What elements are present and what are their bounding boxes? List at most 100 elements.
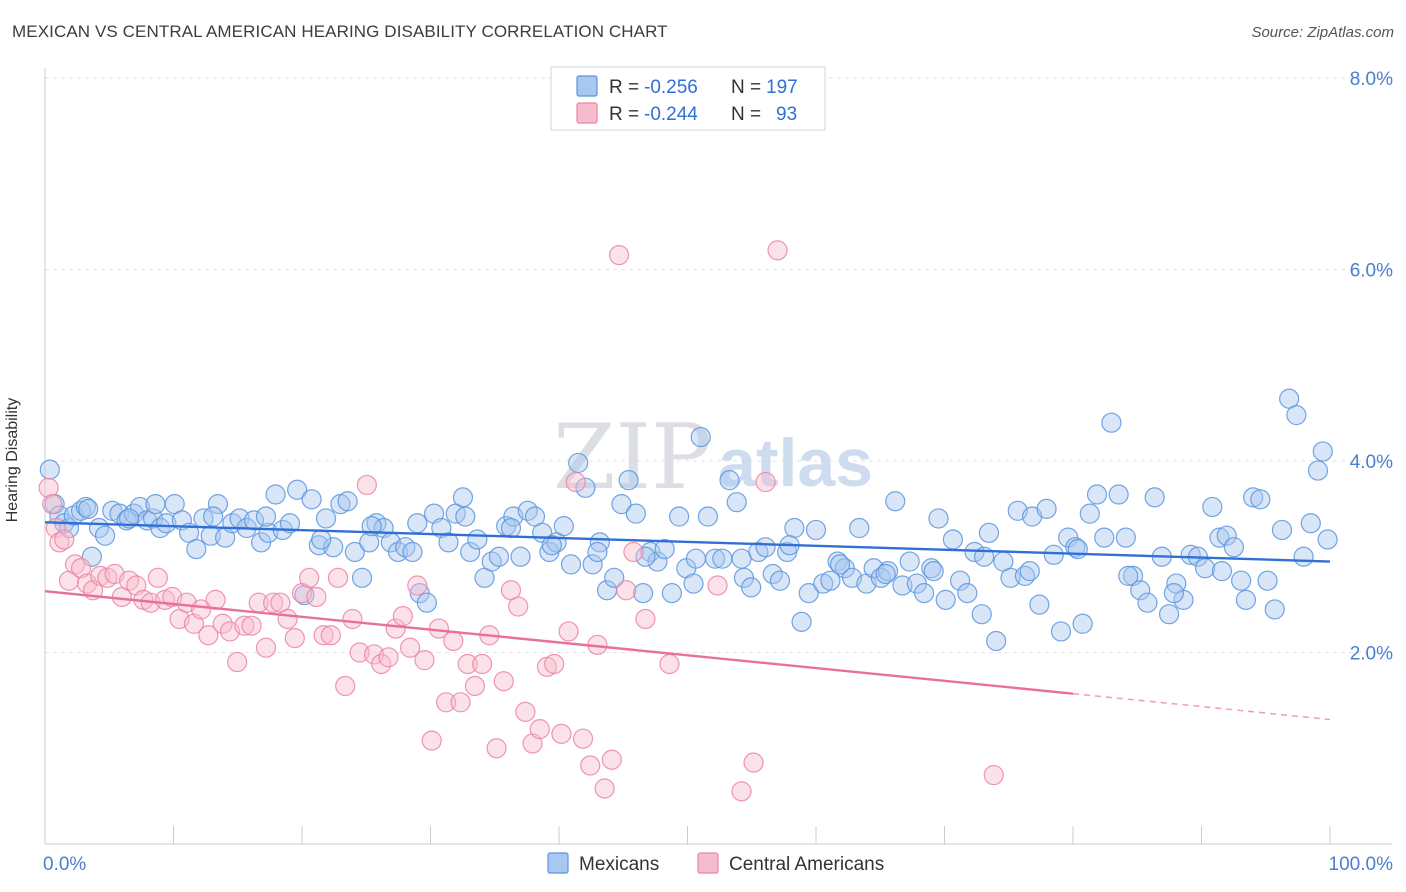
- mexicans-point: [1250, 489, 1271, 510]
- mexicans-point: [1036, 498, 1057, 519]
- mexicans-point: [1223, 537, 1245, 558]
- mexicans-point: [145, 493, 166, 515]
- central-americans-point: [342, 608, 363, 630]
- central-americans-point: [385, 618, 406, 639]
- mexicans-point: [1067, 538, 1088, 560]
- y-tick-label: 6.0%: [1350, 261, 1393, 282]
- mexicans-point: [690, 426, 711, 448]
- mexicans-point: [1271, 519, 1293, 541]
- mexicans-point: [885, 491, 906, 512]
- central-americans-point: [227, 651, 248, 673]
- mexicans-point: [510, 546, 531, 567]
- legend-r-value: -0.256: [644, 77, 698, 98]
- mexicans-point: [928, 508, 949, 529]
- mexicans-point: [1072, 613, 1093, 634]
- mexicans-point: [1094, 527, 1115, 548]
- legend-r-value: -0.244: [644, 104, 698, 125]
- central-americans-point: [38, 477, 59, 498]
- mexicans-point: [287, 479, 308, 500]
- central-americans-point: [558, 621, 579, 642]
- mexicans-point: [1202, 496, 1223, 518]
- mexicans-point: [1264, 599, 1285, 620]
- central-americans-point: [707, 575, 728, 596]
- mexicans-point: [957, 583, 978, 604]
- mexicans-point: [337, 491, 358, 512]
- bottom-legend-swatch-central-americans: [697, 852, 719, 874]
- mexicans-point: [950, 570, 971, 591]
- mexicans-point: [1257, 570, 1278, 591]
- mexicans-point: [685, 548, 707, 569]
- central-americans-point: [515, 701, 536, 722]
- central-americans-point: [601, 749, 622, 770]
- mexicans-point: [805, 519, 827, 541]
- bottom-legend-swatch-mexicans: [547, 852, 569, 874]
- central-americans-point: [263, 592, 284, 613]
- central-americans-point: [457, 653, 478, 675]
- mexicans-point: [1050, 621, 1072, 642]
- mexicans-point: [171, 510, 193, 531]
- mexicans-point: [632, 583, 654, 604]
- mexicans-point: [875, 563, 896, 585]
- mexicans-point: [661, 583, 682, 604]
- mexicans-point: [467, 529, 488, 550]
- watermark-atlas: atlas: [718, 425, 873, 501]
- central-americans-trend-extension: [1072, 692, 1331, 721]
- central-americans-point: [616, 580, 637, 601]
- central-americans-point: [407, 575, 428, 596]
- mexicans-point: [726, 492, 747, 513]
- x-tick-label: 100.0%: [1329, 854, 1394, 875]
- central-americans-point: [414, 650, 435, 671]
- mexicans-point: [719, 470, 740, 491]
- mexicans-point: [849, 517, 870, 539]
- central-americans-point: [635, 608, 656, 630]
- mexicans-point: [1029, 594, 1050, 615]
- central-americans-point: [212, 613, 233, 634]
- central-americans-point: [198, 625, 219, 646]
- central-americans-point: [70, 558, 92, 579]
- mexicans-point: [1086, 484, 1108, 505]
- central-americans-point: [983, 764, 1004, 786]
- mexicans-point: [647, 551, 668, 572]
- mexicans-point: [1209, 527, 1230, 548]
- mexicans-point: [741, 577, 762, 598]
- central-americans-point: [572, 728, 594, 749]
- watermark: ZIP atlas: [553, 405, 873, 510]
- mexicans-point: [1130, 580, 1151, 601]
- central-americans-point: [147, 567, 168, 588]
- central-americans-point: [659, 653, 680, 675]
- mexicans-point: [1137, 592, 1158, 613]
- mexicans-points: [39, 388, 1338, 652]
- legend-r-label: R =: [609, 104, 639, 125]
- central-americans-point: [743, 752, 764, 773]
- mexicans-point: [942, 529, 964, 550]
- central-americans-point: [493, 671, 514, 692]
- mexicans-point: [301, 489, 322, 510]
- mexicans-point: [203, 506, 224, 527]
- mexicans-point: [978, 522, 1000, 543]
- central-americans-point: [399, 637, 421, 658]
- mexicans-point: [935, 589, 956, 610]
- trend-lines: [44, 521, 1331, 721]
- mexicans-point: [587, 541, 608, 563]
- mexicans-point: [39, 459, 60, 480]
- mexicans-point: [625, 503, 646, 524]
- mexicans-point: [1195, 558, 1216, 579]
- mexicans-point: [1043, 544, 1064, 565]
- mexicans-point: [971, 604, 992, 625]
- central-americans-point: [313, 625, 334, 646]
- mexicans-point: [654, 538, 675, 560]
- mexicans-point: [402, 541, 423, 563]
- central-americans-point: [54, 529, 75, 550]
- mexicans-point: [500, 517, 522, 539]
- x-tick-label: 0.0%: [43, 854, 86, 875]
- mexicans-point: [877, 561, 899, 582]
- mexicans-point: [1019, 561, 1040, 582]
- mexicans-point: [1211, 561, 1233, 582]
- central-americans-point: [356, 474, 377, 496]
- mexicans-point: [618, 470, 639, 491]
- mexicans-point: [265, 484, 286, 505]
- mexicans-point: [1317, 529, 1338, 550]
- mexicans-point: [541, 535, 562, 556]
- mexicans-point: [1101, 412, 1122, 433]
